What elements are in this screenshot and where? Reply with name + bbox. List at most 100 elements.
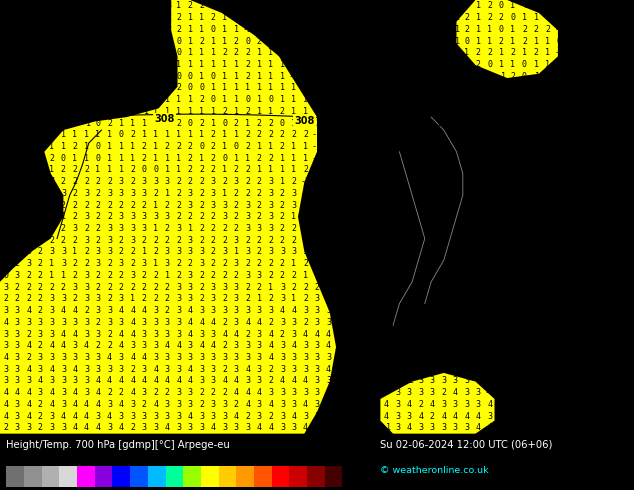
Text: 0: 0 [534,95,538,104]
Text: -1: -1 [370,353,380,362]
Text: 1: 1 [326,259,331,268]
Text: -2: -2 [358,37,368,46]
Text: -2: -2 [93,37,103,46]
Text: 0: 0 [591,388,596,397]
Text: 2: 2 [107,341,112,350]
Text: 0: 0 [534,283,538,292]
Text: 0: 0 [361,154,366,163]
Text: -1: -1 [485,388,495,397]
Text: 1: 1 [3,212,8,221]
Text: 3: 3 [141,330,146,339]
Text: -2: -2 [127,13,138,22]
Text: 0: 0 [626,318,631,327]
Text: 0: 0 [534,224,538,233]
Text: -1: -1 [612,306,622,315]
Text: 1: 1 [476,200,481,210]
Text: 0: 0 [488,353,493,362]
Bar [307,466,325,487]
Text: -1: -1 [427,353,437,362]
Text: 2: 2 [257,236,262,245]
Text: 0: 0 [545,236,550,245]
Text: -3: -3 [1,48,11,57]
Text: 1: 1 [522,236,527,245]
Text: -1: -1 [554,294,564,303]
Text: 4: 4 [188,376,193,386]
Text: -1: -1 [323,13,333,22]
Text: -1: -1 [600,341,610,350]
Text: -1: -1 [450,95,460,104]
Text: -2: -2 [162,25,172,34]
Text: 0: 0 [626,107,631,116]
Text: 0: 0 [430,330,435,339]
Text: -1: -1 [347,330,356,339]
Text: 0: 0 [407,294,411,303]
Text: 1: 1 [141,130,146,139]
Text: 1: 1 [292,166,297,174]
Text: 0: 0 [314,25,320,34]
Text: 2: 2 [557,189,562,198]
Text: 1: 1 [119,142,124,151]
Text: -3: -3 [105,25,115,34]
Text: 0: 0 [407,259,411,268]
Text: 4: 4 [407,400,411,409]
Text: 3: 3 [430,388,435,397]
Text: 1: 1 [407,247,411,256]
Text: -1: -1 [554,376,564,386]
Text: -1: -1 [381,376,391,386]
Text: 0: 0 [245,37,250,46]
Text: 2: 2 [223,365,227,374]
Text: 0: 0 [176,37,181,46]
Text: 4: 4 [303,330,308,339]
Text: 3: 3 [96,365,100,374]
Text: -1: -1 [519,271,529,280]
Text: 2: 2 [15,294,20,303]
Text: 1: 1 [430,247,435,256]
Text: 3: 3 [84,283,89,292]
Text: 3: 3 [141,224,146,233]
Text: 3: 3 [165,318,170,327]
Text: 2: 2 [210,236,216,245]
Text: -1: -1 [58,25,68,34]
Polygon shape [380,373,495,434]
Text: 0: 0 [27,107,31,116]
Text: 0: 0 [349,166,354,174]
Text: 3: 3 [165,365,170,374]
Text: -1: -1 [301,83,311,93]
Text: 2: 2 [15,259,20,268]
Text: 0: 0 [545,318,550,327]
Text: 3: 3 [199,365,204,374]
Text: 1: 1 [522,189,527,198]
Text: 2: 2 [153,294,158,303]
Text: 1: 1 [280,166,285,174]
Text: 1: 1 [557,224,562,233]
Text: 1: 1 [372,224,377,233]
Text: -1: -1 [404,48,414,57]
Text: 0: 0 [395,72,400,81]
Text: 3: 3 [292,388,297,397]
Text: -2: -2 [151,95,160,104]
Text: 2: 2 [84,259,89,268]
Text: 3: 3 [165,177,170,186]
Text: 3: 3 [188,271,193,280]
Text: -1: -1 [289,37,299,46]
Text: 1: 1 [257,166,262,174]
Text: -1: -1 [335,365,345,374]
Text: 2: 2 [61,177,66,186]
Text: 0: 0 [568,341,573,350]
Text: -1: -1 [588,330,598,339]
Text: -1: -1 [24,60,34,69]
Text: 2: 2 [280,224,285,233]
Text: 0: 0 [545,423,550,432]
Text: 0: 0 [499,412,504,420]
Text: -1: -1 [335,330,345,339]
Text: 0: 0 [395,189,400,198]
Text: 2: 2 [72,271,77,280]
Text: 0: 0 [372,48,377,57]
Text: -1: -1 [566,1,576,10]
Text: Su 02-06-2024 12:00 UTC (06+06): Su 02-06-2024 12:00 UTC (06+06) [380,440,553,450]
Text: 0: 0 [407,37,411,46]
Text: -1: -1 [474,83,483,93]
Text: 0: 0 [476,283,481,292]
Text: 2: 2 [165,142,170,151]
Text: 2: 2 [268,119,273,127]
